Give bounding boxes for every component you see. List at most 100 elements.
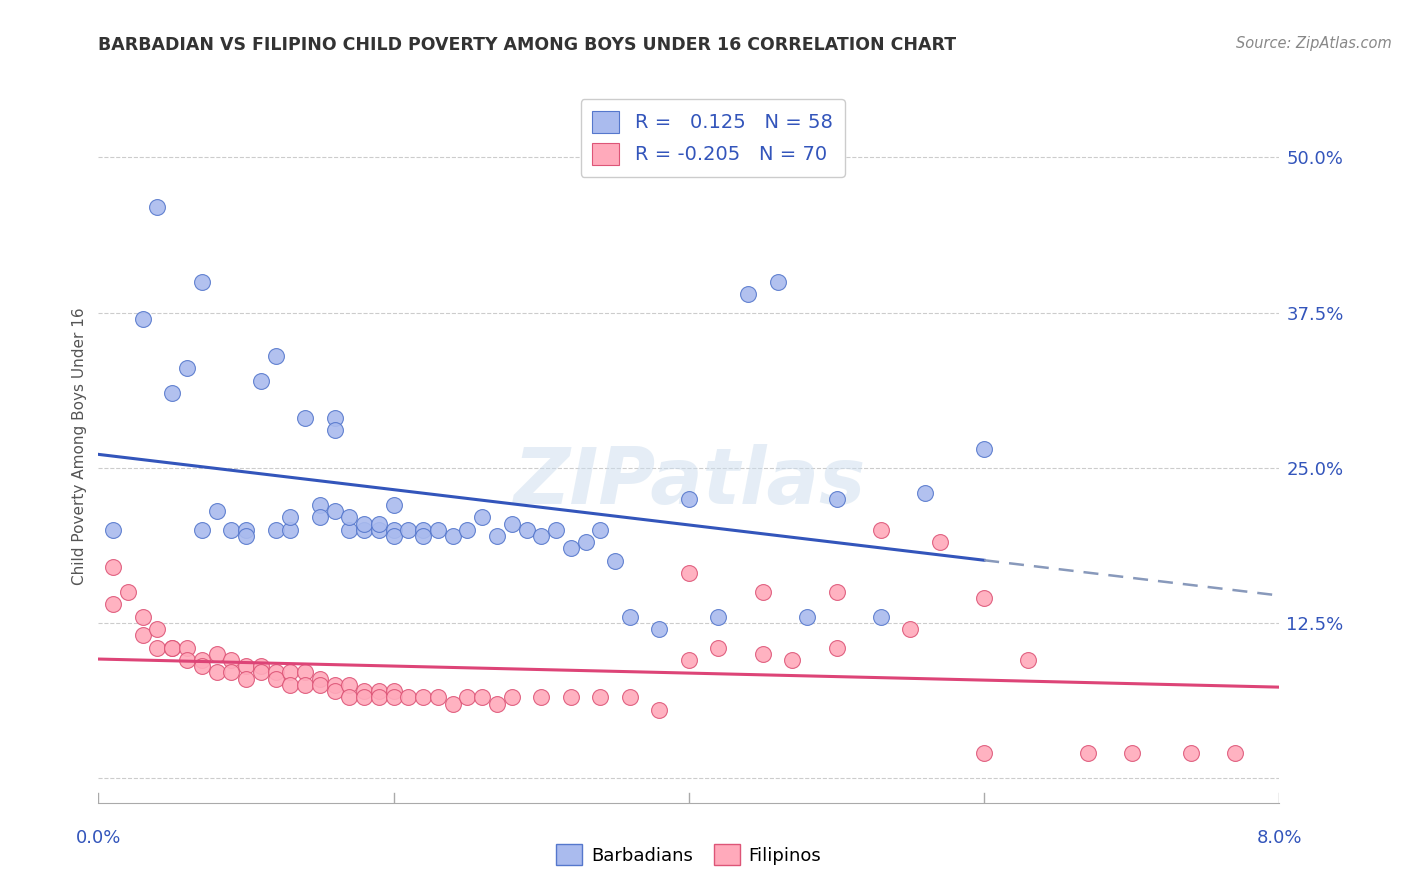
Point [337,690,360,705]
Point [250,374,273,388]
Point [323,504,346,518]
Point [485,529,508,543]
Point [515,523,537,537]
Point [737,287,759,301]
Point [751,584,773,599]
Point [294,665,316,680]
Point [869,609,891,624]
Point [308,510,332,524]
Point [546,523,568,537]
Point [323,424,346,438]
Point [235,523,257,537]
Point [869,523,891,537]
Point [353,516,375,531]
Point [426,690,449,705]
Point [412,529,434,543]
Point [1121,746,1143,760]
Point [574,535,596,549]
Point [323,678,346,692]
Point [162,386,183,401]
Point [648,622,671,636]
Point [367,523,389,537]
Point [707,640,730,655]
Point [191,653,214,667]
Point [605,554,627,568]
Point [382,498,405,512]
Point [648,703,671,717]
Point [471,690,494,705]
Point [308,498,332,512]
Point [219,523,242,537]
Point [367,516,389,531]
Point [530,690,553,705]
Point [191,275,214,289]
Point [205,504,228,518]
Point [353,690,375,705]
Point [456,523,478,537]
Point [103,523,125,537]
Point [973,591,995,605]
Point [471,510,494,524]
Text: 0.0%: 0.0% [76,829,121,847]
Point [337,510,360,524]
Point [337,678,360,692]
Point [191,523,214,537]
Point [619,690,641,705]
Point [1017,653,1039,667]
Point [396,690,419,705]
Point [412,523,434,537]
Point [323,684,346,698]
Point [456,690,478,705]
Point [825,491,848,506]
Text: ZIPatlas: ZIPatlas [513,443,865,520]
Point [132,311,155,326]
Point [1223,746,1246,760]
Text: Source: ZipAtlas.com: Source: ZipAtlas.com [1236,36,1392,51]
Point [678,491,700,506]
Point [530,529,553,543]
Point [589,523,612,537]
Point [250,659,273,673]
Point [766,275,789,289]
Point [353,523,375,537]
Point [382,684,405,698]
Point [973,442,995,456]
Point [294,678,316,692]
Point [928,535,950,549]
Point [353,684,375,698]
Text: 8.0%: 8.0% [1257,829,1302,847]
Point [176,640,198,655]
Point [441,529,464,543]
Point [1077,746,1099,760]
Point [176,361,198,376]
Point [323,411,346,425]
Point [205,647,228,661]
Point [278,678,302,692]
Point [382,523,405,537]
Point [678,653,700,667]
Point [235,659,257,673]
Point [294,411,316,425]
Point [264,349,287,363]
Point [235,672,257,686]
Point [205,665,228,680]
Legend: Barbadians, Filipinos: Barbadians, Filipinos [550,837,828,872]
Point [900,622,922,636]
Point [250,665,273,680]
Point [162,640,183,655]
Point [396,523,419,537]
Point [382,529,405,543]
Point [426,523,449,537]
Point [132,628,155,642]
Point [412,690,434,705]
Point [308,672,332,686]
Point [278,665,302,680]
Point [146,640,169,655]
Point [278,510,302,524]
Point [191,659,214,673]
Text: BARBADIAN VS FILIPINO CHILD POVERTY AMONG BOYS UNDER 16 CORRELATION CHART: BARBADIAN VS FILIPINO CHILD POVERTY AMON… [98,36,956,54]
Point [367,690,389,705]
Point [619,609,641,624]
Point [117,584,139,599]
Point [176,653,198,667]
